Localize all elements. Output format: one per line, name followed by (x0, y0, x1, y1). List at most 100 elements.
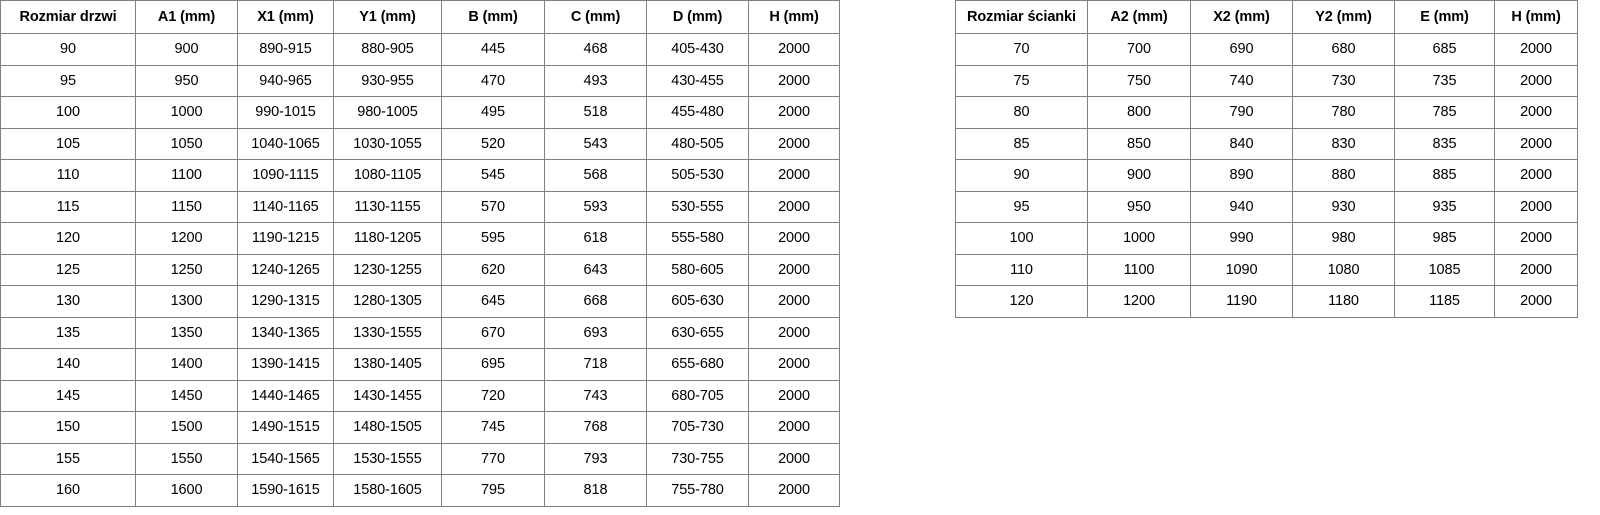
table-cell: 2000 (748, 222, 840, 255)
table-cell: 620 (441, 253, 545, 286)
table-cell: 140 (0, 348, 136, 381)
table-cell: 1530-1555 (333, 442, 442, 475)
table-row: 110 1100 1090-1115 1080-1105 545 568 505-530 20… (0, 159, 840, 192)
table-cell: 1085 (1394, 253, 1495, 286)
table-cell: 2000 (748, 96, 840, 129)
table-cell: 80 (955, 96, 1088, 129)
table-cell: 1190-1215 (237, 222, 334, 255)
doors-table-body: 90 900 890-915 880-905 445 468 405-430 2000 95 95… (0, 33, 840, 507)
table-cell: 545 (441, 159, 545, 192)
table-cell: 795 (441, 474, 545, 507)
column-header: A2 (mm) (1087, 0, 1191, 34)
table-cell: 800 (1087, 96, 1191, 129)
table-cell: 818 (544, 474, 647, 507)
table-row: 120 1200 1190-1215 1180-1205 595 618 555-580 20… (0, 222, 840, 255)
table-cell: 680 (1292, 33, 1395, 66)
table-cell: 2000 (1494, 222, 1578, 255)
table-cell: 793 (544, 442, 647, 475)
table-cell: 530-555 (646, 190, 749, 223)
table-cell: 110 (955, 253, 1088, 286)
table-cell: 1185 (1394, 285, 1495, 318)
doors-specification-table: Rozmiar drzwi A1 (mm) X1 (mm) Y1 (mm) B (mm)… (0, 0, 840, 507)
table-cell: 505-530 (646, 159, 749, 192)
table-cell: 100 (955, 222, 1088, 255)
table-cell: 1200 (135, 222, 238, 255)
table-cell: 2000 (1494, 253, 1578, 286)
table-cell: 1550 (135, 442, 238, 475)
table-cell: 890 (1190, 159, 1293, 192)
column-header: Y2 (mm) (1292, 0, 1395, 34)
table-cell: 445 (441, 33, 545, 66)
table-cell: 95 (0, 64, 136, 97)
table-cell: 2000 (748, 411, 840, 444)
table-cell: 1280-1305 (333, 285, 442, 318)
table-cell: 685 (1394, 33, 1495, 66)
table-cell: 2000 (748, 442, 840, 475)
table-cell: 2000 (748, 190, 840, 223)
table-cell: 160 (0, 474, 136, 507)
table-cell: 1050 (135, 127, 238, 160)
table-header-row: Rozmiar ścianki A2 (mm) X2 (mm) Y2 (mm) E (m… (955, 0, 1578, 34)
table-cell: 743 (544, 379, 647, 412)
table-cell: 1100 (1087, 253, 1191, 286)
table-cell: 790 (1190, 96, 1293, 129)
table-cell: 105 (0, 127, 136, 160)
table-cell: 655-680 (646, 348, 749, 381)
table-cell: 740 (1190, 64, 1293, 97)
table-cell: 1350 (135, 316, 238, 349)
table-row: 145 1450 1440-1465 1430-1455 720 743 680-705 20… (0, 379, 840, 412)
table-cell: 930 (1292, 190, 1395, 223)
table-cell: 1090 (1190, 253, 1293, 286)
table-cell: 900 (1087, 159, 1191, 192)
table-cell: 1600 (135, 474, 238, 507)
table-cell: 1000 (135, 96, 238, 129)
column-header: C (mm) (544, 0, 647, 34)
table-cell: 900 (135, 33, 238, 66)
table-cell: 1140-1165 (237, 190, 334, 223)
table-cell: 1290-1315 (237, 285, 334, 318)
table-cell: 120 (0, 222, 136, 255)
table-cell: 405-430 (646, 33, 749, 66)
table-cell: 1500 (135, 411, 238, 444)
table-cell: 1080-1105 (333, 159, 442, 192)
table-row: 95 950 940-965 930-955 470 493 430-455 2000 (0, 64, 840, 97)
table-cell: 480-505 (646, 127, 749, 160)
table-cell: 1430-1455 (333, 379, 442, 412)
table-cell: 100 (0, 96, 136, 129)
table-cell: 730-755 (646, 442, 749, 475)
table-cell: 120 (955, 285, 1088, 318)
table-row: 130 1300 1290-1315 1280-1305 645 668 605-630 20… (0, 285, 840, 318)
table-cell: 1080 (1292, 253, 1395, 286)
table-cell: 2000 (1494, 64, 1578, 97)
table-cell: 135 (0, 316, 136, 349)
table-cell: 2000 (748, 127, 840, 160)
table-cell: 1300 (135, 285, 238, 318)
table-cell: 1590-1615 (237, 474, 334, 507)
table-row: 125 1250 1240-1265 1230-1255 620 643 580-605 20… (0, 253, 840, 286)
table-row: 70 700 690 680 685 2000 (955, 33, 1578, 66)
table-row: 110 1100 1090 1080 1085 2000 (955, 253, 1578, 286)
table-cell: 1240-1265 (237, 253, 334, 286)
table-cell: 1250 (135, 253, 238, 286)
table-cell: 2000 (1494, 33, 1578, 66)
table-row: 85 850 840 830 835 2000 (955, 127, 1578, 160)
table-cell: 568 (544, 159, 647, 192)
table-row: 150 1500 1490-1515 1480-1505 745 768 705-730 20… (0, 411, 840, 444)
table-row: 105 1050 1040-1065 1030-1055 520 543 480-505 20… (0, 127, 840, 160)
table-cell: 468 (544, 33, 647, 66)
table-cell: 2000 (1494, 159, 1578, 192)
wall-table-header: Rozmiar ścianki A2 (mm) X2 (mm) Y2 (mm) E (m… (955, 0, 1578, 34)
table-cell: 110 (0, 159, 136, 192)
table-row: 95 950 940 930 935 2000 (955, 190, 1578, 223)
table-cell: 595 (441, 222, 545, 255)
table-cell: 605-630 (646, 285, 749, 318)
table-cell: 830 (1292, 127, 1395, 160)
table-cell: 1180-1205 (333, 222, 442, 255)
table-row: 75 750 740 730 735 2000 (955, 64, 1578, 97)
table-cell: 1150 (135, 190, 238, 223)
table-cell: 950 (1087, 190, 1191, 223)
table-cell: 1000 (1087, 222, 1191, 255)
doors-table-header: Rozmiar drzwi A1 (mm) X1 (mm) Y1 (mm) B (mm)… (0, 0, 840, 34)
table-cell: 1380-1405 (333, 348, 442, 381)
